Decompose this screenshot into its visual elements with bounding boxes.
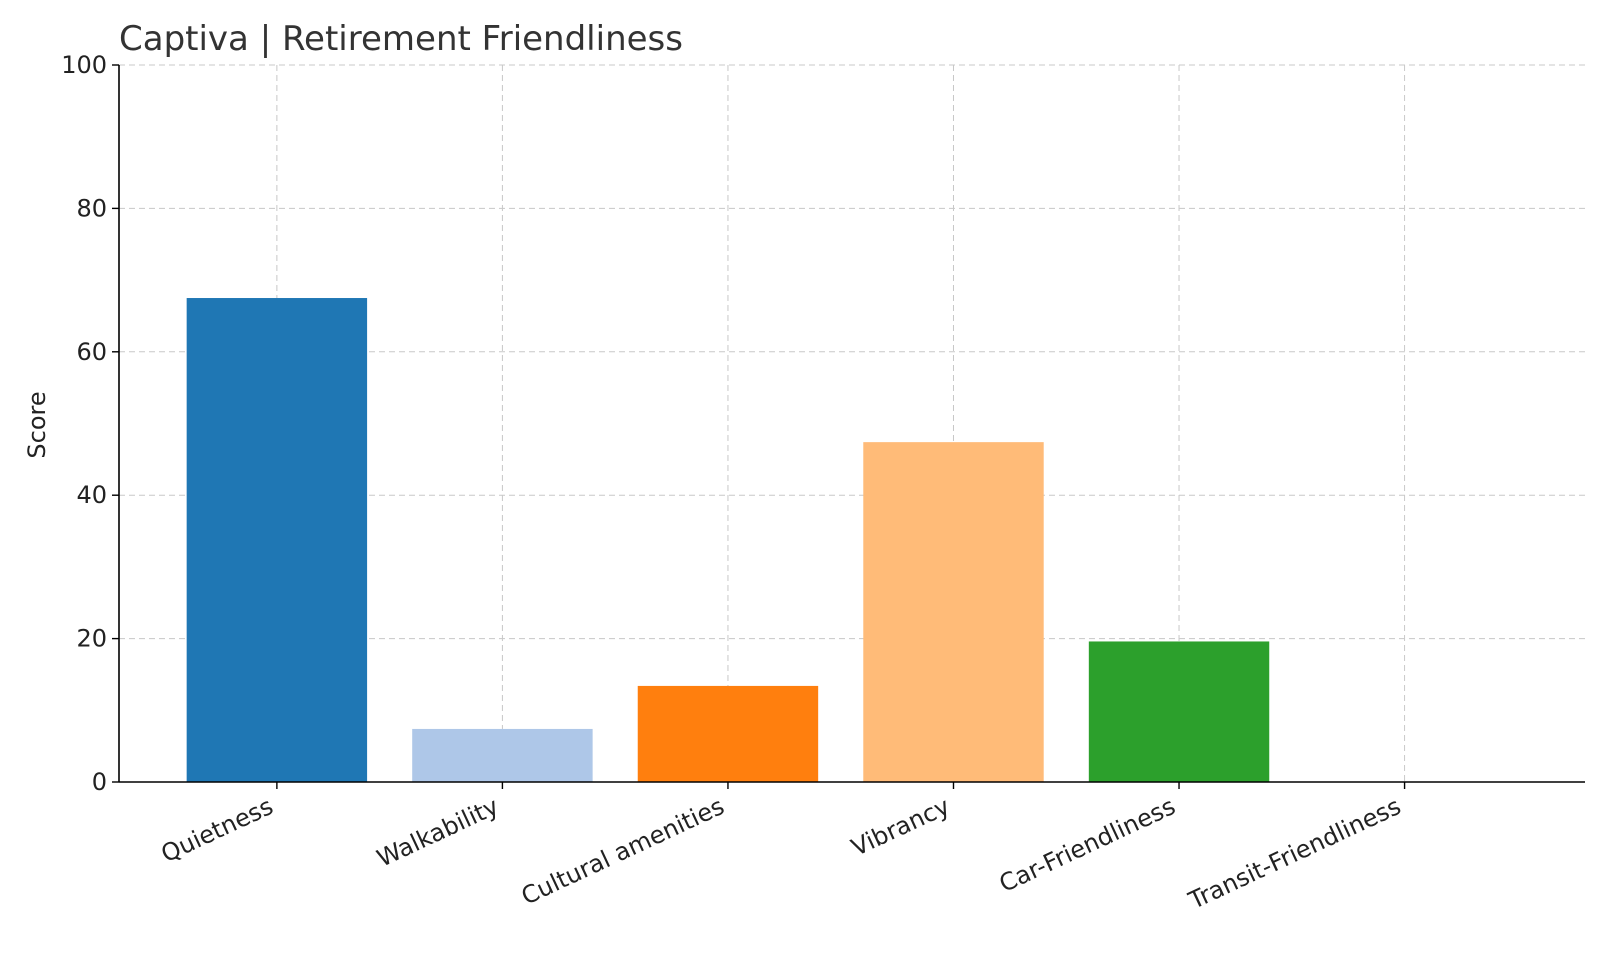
bar-quietness xyxy=(186,298,368,782)
x-tick-label: Car-Friendliness xyxy=(995,792,1180,898)
x-tick-label: Walkability xyxy=(373,792,503,873)
chart-title: Captiva | Retirement Friendliness xyxy=(119,19,683,59)
y-tick-label: 60 xyxy=(76,338,107,366)
bar-car-friendliness xyxy=(1088,641,1270,782)
x-tick-label: Vibrancy xyxy=(847,792,954,862)
y-tick-label: 40 xyxy=(76,481,107,509)
x-tick-label: Quietness xyxy=(157,792,278,868)
y-tick-label: 100 xyxy=(61,51,107,79)
x-tick-label: Cultural amenities xyxy=(517,792,728,910)
bar-cultural-amenities xyxy=(637,685,819,782)
axes xyxy=(118,65,1585,783)
bars xyxy=(186,298,1270,782)
y-tick-label: 20 xyxy=(76,625,107,653)
bar-walkability xyxy=(412,728,593,782)
x-tick-label: Transit-Friendliness xyxy=(1184,792,1405,915)
x-axis-ticks: Quietness Walkability Cultural amenities Vi… xyxy=(157,782,1406,915)
y-axis-label: Score xyxy=(23,391,51,458)
y-tick-label: 80 xyxy=(76,194,107,222)
bar-vibrancy xyxy=(863,442,1044,782)
y-axis-ticks: 0 20 40 60 80 100 xyxy=(61,51,119,796)
y-tick-label: 0 xyxy=(92,768,107,796)
